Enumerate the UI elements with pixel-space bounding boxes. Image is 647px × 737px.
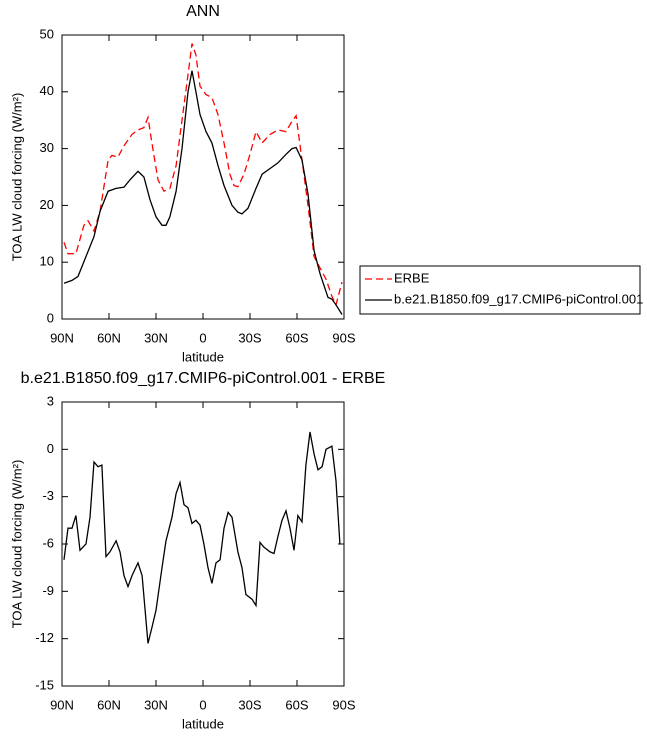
x-tick-label: 30N xyxy=(144,330,168,345)
chart-title: ANN xyxy=(186,3,220,20)
y-tick-label: -6 xyxy=(42,535,54,550)
x-tick-label: 90N xyxy=(50,697,74,712)
y-axis-label: TOA LW cloud forcing (W/m²) xyxy=(9,93,24,262)
legend-label: b.e21.B1850.f09_g17.CMIP6-piControl.001 xyxy=(394,291,643,306)
y-tick-label: 3 xyxy=(47,393,54,408)
plot-frame xyxy=(61,34,345,320)
y-tick-label: 40 xyxy=(40,83,54,98)
data-line xyxy=(63,70,343,315)
x-tick-label: 90S xyxy=(332,330,355,345)
x-tick-label: 0 xyxy=(199,697,206,712)
x-axis-label: latitude xyxy=(182,349,224,364)
data-line xyxy=(63,431,341,644)
y-tick-label: 0 xyxy=(47,310,54,325)
y-axis-label: TOA LW cloud forcing (W/m²) xyxy=(9,460,24,629)
x-tick-label: 60S xyxy=(285,697,308,712)
y-tick-label: -12 xyxy=(35,630,54,645)
data-line xyxy=(63,43,343,307)
plot-frame xyxy=(61,401,345,687)
y-tick-label: -3 xyxy=(42,488,54,503)
y-tick-label: 30 xyxy=(40,140,54,155)
x-tick-label: 60N xyxy=(97,330,121,345)
x-tick-label: 0 xyxy=(199,330,206,345)
x-tick-label: 30S xyxy=(238,330,261,345)
x-tick-label: 30N xyxy=(144,697,168,712)
x-tick-label: 30S xyxy=(238,697,261,712)
x-tick-label: 60S xyxy=(285,330,308,345)
x-tick-label: 90N xyxy=(50,330,74,345)
y-tick-label: -9 xyxy=(42,583,54,598)
x-axis-label: latitude xyxy=(182,716,224,731)
y-tick-label: 0 xyxy=(47,441,54,456)
x-tick-label: 60N xyxy=(97,697,121,712)
y-tick-label: -15 xyxy=(35,677,54,692)
x-tick-label: 90S xyxy=(332,697,355,712)
y-tick-label: 20 xyxy=(40,197,54,212)
y-tick-label: 50 xyxy=(40,26,54,41)
legend-label: ERBE xyxy=(394,270,430,285)
y-tick-label: 10 xyxy=(40,254,54,269)
legend-box xyxy=(359,265,641,315)
chart-title: b.e21.B1850.f09_g17.CMIP6-piControl.001 … xyxy=(21,370,386,387)
